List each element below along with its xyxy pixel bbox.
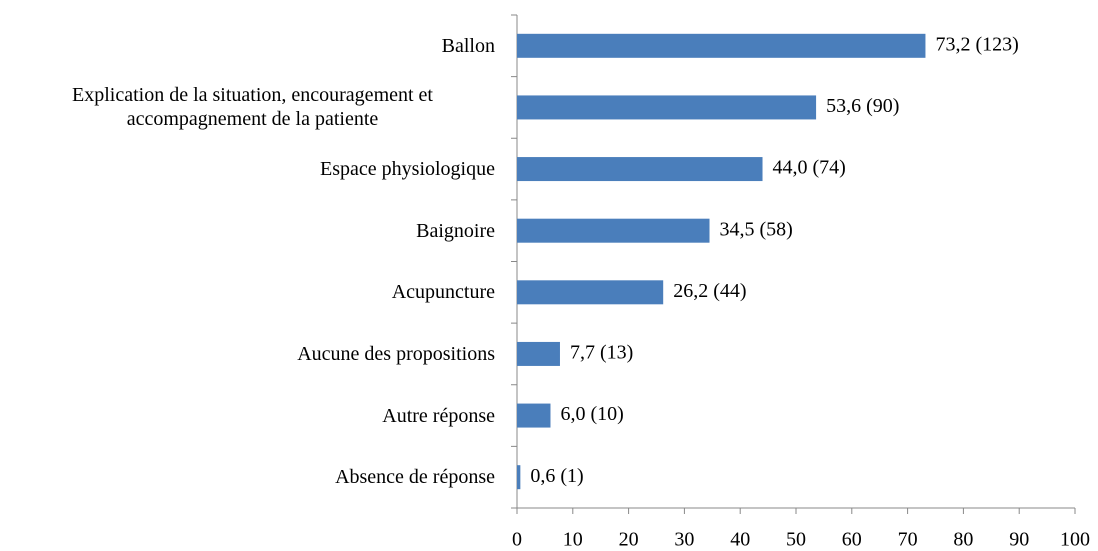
value-label: 26,2 (44) (673, 280, 746, 302)
bar (517, 465, 521, 490)
category-label: Absence de réponse (335, 466, 495, 489)
value-label: 34,5 (58) (720, 218, 793, 240)
x-tick-label: 0 (512, 529, 522, 551)
x-tick-label: 80 (953, 529, 973, 551)
bar (517, 157, 763, 182)
x-tick-label: 40 (730, 529, 750, 551)
category-label: Baignoire (416, 219, 495, 242)
category-label: Ballon (441, 34, 495, 57)
value-label: 0,6 (1) (530, 465, 583, 487)
category-label: Autre réponse (382, 404, 495, 427)
x-tick-label: 30 (674, 529, 694, 551)
value-label: 53,6 (90) (826, 95, 899, 117)
bar (517, 341, 560, 366)
value-label: 6,0 (10) (560, 403, 623, 425)
bar (517, 403, 551, 428)
x-tick-label: 70 (898, 529, 918, 551)
x-tick-label: 100 (1060, 529, 1090, 551)
bar (517, 33, 926, 58)
value-label: 73,2 (123) (935, 33, 1018, 55)
bar (517, 95, 817, 120)
category-label: Explication de la situation, encourageme… (72, 84, 433, 131)
x-tick-label: 20 (619, 529, 639, 551)
value-label: 7,7 (13) (570, 342, 633, 364)
x-tick-label: 90 (1009, 529, 1029, 551)
category-label: Espace physiologique (320, 158, 495, 181)
x-tick-label: 60 (842, 529, 862, 551)
category-label: Acupuncture (391, 281, 495, 304)
x-tick-label: 10 (563, 529, 583, 551)
value-label: 44,0 (74) (773, 157, 846, 179)
x-tick-label: 50 (786, 529, 806, 551)
bar (517, 218, 710, 243)
category-label: Aucune des propositions (297, 342, 495, 365)
bar (517, 280, 664, 305)
